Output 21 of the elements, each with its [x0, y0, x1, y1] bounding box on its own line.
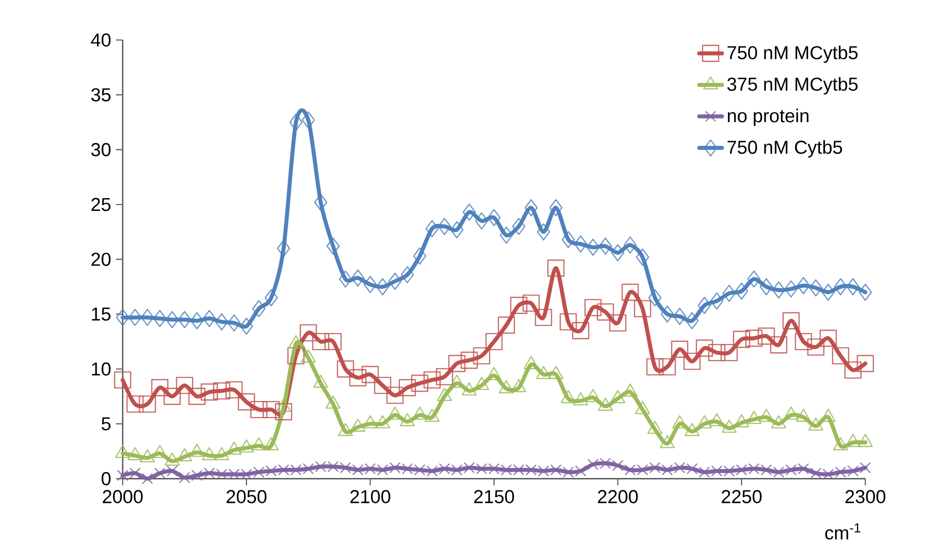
x-tick-label: 2100: [350, 490, 390, 504]
y-tick-label: 20: [91, 252, 111, 266]
y-tick-label: 30: [91, 143, 111, 156]
legend-label: 375 nM MCytb5: [727, 77, 858, 95]
legend-label: 750 nM Cytb5: [728, 140, 842, 158]
x-tick-label: 2050: [226, 490, 266, 504]
y-tick-label: 5: [102, 417, 111, 431]
x-tick-label: 2200: [598, 490, 638, 504]
y-tick-label: 35: [91, 88, 110, 102]
legend-label: no protein: [728, 108, 808, 126]
y-tick-label: 10: [92, 362, 111, 376]
x-tick-label: 2000: [102, 490, 143, 504]
x-axis-title: cm$^{-1}$: [825, 524, 860, 540]
y-tick-label: 0: [102, 472, 111, 486]
y-tick-label: 15: [92, 308, 110, 321]
y-tick-label: 40: [90, 34, 111, 47]
x-tick-label: 2150: [474, 490, 514, 504]
legend-label: 750 nM MCytb5: [728, 46, 858, 64]
y-tick-label: 25: [91, 198, 110, 212]
x-tick-label: 2300: [846, 490, 886, 504]
x-tick-label: 2250: [722, 490, 762, 504]
